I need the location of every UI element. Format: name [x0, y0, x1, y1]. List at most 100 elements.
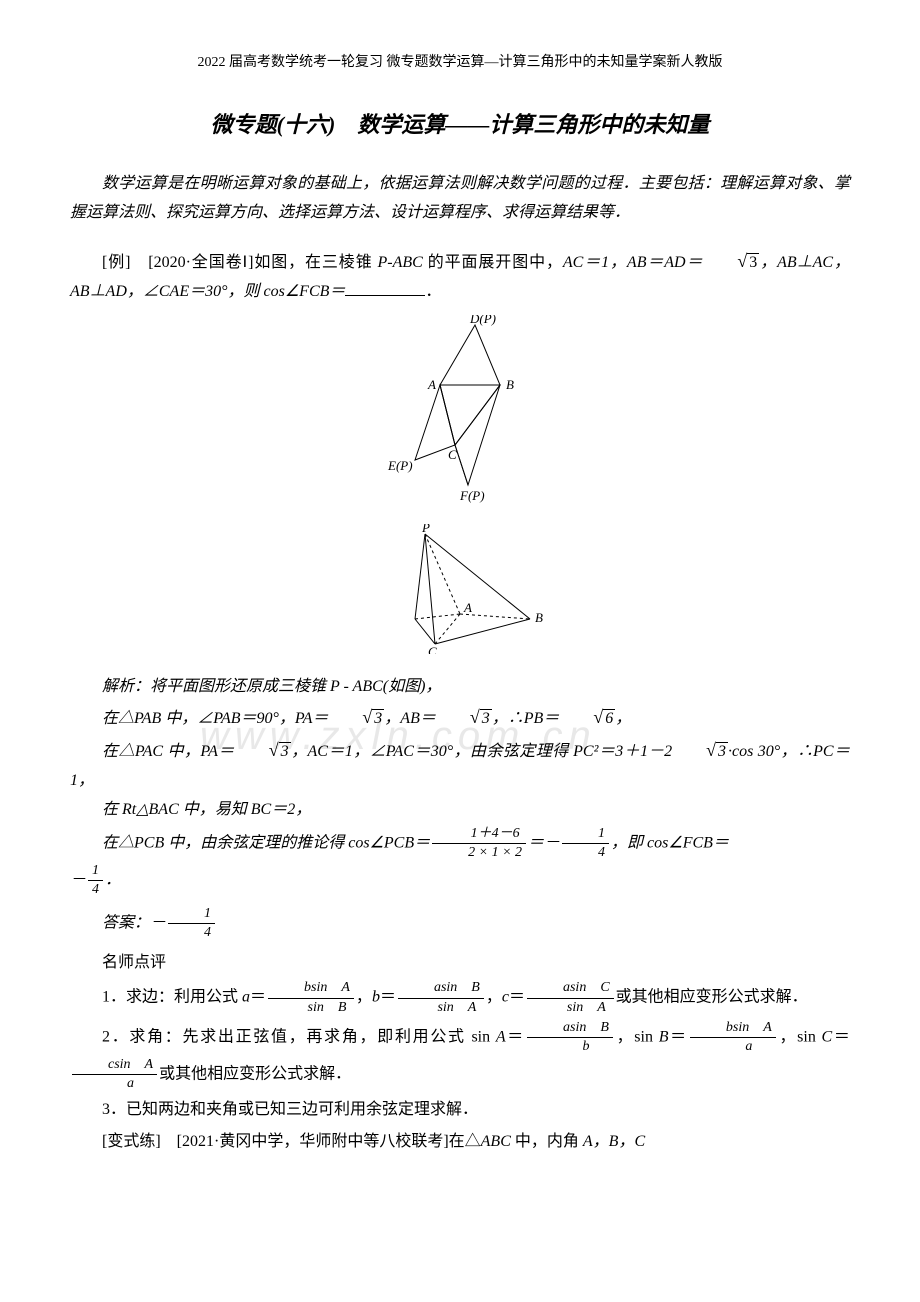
example-text2: 的平面展开图中， [423, 254, 563, 271]
r2-pre: 2．求角：先求出正弦值，再求角，即利用公式 sin [102, 1028, 496, 1045]
var-pabc: P-ABC [378, 254, 423, 271]
sqrt-val: 3 [716, 742, 728, 760]
sqrt-icon: 3 [436, 701, 492, 734]
fig2-label-a: A [463, 600, 472, 615]
r1-b: b [372, 989, 380, 1006]
sol3-mid: ，AC＝1，∠PAC＝30°，由余弦定理得 PC²＝3＋1－2 [291, 743, 673, 760]
fsA-num: asin B [527, 1019, 613, 1038]
r2-A: A [496, 1028, 506, 1045]
r2-eq3: ＝ [832, 1028, 850, 1045]
sol1-post: (如图)， [383, 678, 442, 695]
frac-a: bsin Asin B [268, 979, 354, 1016]
answer-blank [345, 280, 425, 296]
r1-c: c [502, 989, 509, 1006]
frac3-num: 1 [88, 862, 103, 881]
fsC-den: a [72, 1075, 157, 1093]
sqrt-val: 3 [480, 709, 492, 727]
frac1: 1＋4－62 × 1 × 2 [432, 825, 526, 862]
review-item2: 2．求角：先求出正弦值，再求角，即利用公式 sin A＝asin Bb，sin … [70, 1019, 850, 1094]
fig1-label-d: D(P) [469, 315, 496, 326]
review-title: 名师点评 [70, 949, 850, 978]
sol5-mid: ＝－ [528, 834, 560, 851]
sol3-pre: 在△PAC 中，PA＝ [102, 743, 235, 760]
fc-num: asin C [527, 979, 614, 998]
sqrt-val: 3 [279, 742, 291, 760]
frac3: 14 [88, 862, 103, 899]
sol6-pre: － [70, 871, 86, 888]
answer-line: 答案：－14 [70, 905, 850, 942]
fig1-label-f: F(P) [459, 488, 485, 503]
frac-sC: csin Aa [72, 1056, 157, 1093]
r1-eq3: ＝ [509, 989, 525, 1006]
r1-eq2: ＝ [380, 989, 396, 1006]
sqrt6-icon: 6 [559, 701, 615, 734]
r2-eq2: ＝ [668, 1028, 687, 1045]
solution-block: 解析：将平面图形还原成三棱锥 P - ABC(如图)， 在△PAB 中，∠PAB… [70, 673, 850, 900]
fig2-label-b: B [535, 610, 543, 625]
page-header: 2022 届高考数学统考一轮复习 微专题数学运算—计算三角形中的未知量学案新人教… [70, 50, 850, 75]
fig1-label-c: C [448, 447, 457, 462]
sqrt-icon: 3 [328, 701, 384, 734]
figure2-container: P A B C [70, 524, 850, 665]
sol-line2: 在△PAB 中，∠PAB＝90°，PA＝3，AB＝3，∴PB＝6， [70, 701, 850, 734]
fa-num: bsin A [268, 979, 354, 998]
fb-num: asin B [398, 979, 484, 998]
prac-label: [变式练] [2021·黄冈中学，华师附中等八校联考]在△ [102, 1133, 481, 1150]
ans-num: 1 [168, 905, 215, 924]
fig1-label-b: B [506, 377, 514, 392]
frac2: 14 [562, 825, 609, 862]
r1-a: a [242, 989, 250, 1006]
frac3-den: 4 [88, 881, 103, 899]
fa-den: sin B [268, 999, 354, 1017]
fig2-label-p: P [421, 524, 430, 535]
frac2-num: 1 [562, 825, 609, 844]
figure2-svg: P A B C [360, 524, 560, 654]
frac1-num: 1＋4－6 [432, 825, 526, 844]
sqrt-icon: 3 [672, 734, 728, 767]
sol1-var: P - ABC [330, 678, 383, 695]
r1-c1: ， [356, 989, 372, 1006]
frac2-den: 4 [562, 844, 609, 862]
sol2-pre: 在△PAB 中，∠PAB＝90°，PA＝ [102, 710, 328, 727]
r2-sinB: ，sin [615, 1028, 659, 1045]
sol-line1: 解析：将平面图形还原成三棱锥 P - ABC(如图)， [70, 673, 850, 702]
r1-pre: 1．求边：利用公式 [102, 989, 242, 1006]
ans-den: 4 [168, 924, 215, 942]
r1-end: 或其他相应变形公式求解． [616, 989, 808, 1006]
practice-text: [变式练] [2021·黄冈中学，华师附中等八校联考]在△ABC 中，内角 A，… [70, 1128, 850, 1157]
main-title: 微专题(十六) 数学运算——计算三角形中的未知量 [70, 105, 850, 145]
sol6-end: ． [105, 871, 121, 888]
example-label: [例] [2020·全国卷Ⅰ]如图，在三棱锥 [102, 254, 378, 271]
frac-b: asin Bsin A [398, 979, 484, 1016]
sqrt-val: 3 [372, 709, 384, 727]
frac-c: asin Csin A [527, 979, 614, 1016]
r2-B: B [659, 1028, 669, 1045]
fsA-den: b [527, 1038, 613, 1056]
r2-eq1: ＝ [506, 1028, 525, 1045]
sol5-pre: 在△PCB 中，由余弦定理的推论得 cos∠PCB＝ [102, 834, 430, 851]
sol2-end: ，∴PB＝ [492, 710, 560, 727]
r2-C: C [822, 1028, 833, 1045]
r1-eq1: ＝ [250, 989, 266, 1006]
sol-line5: 在△PCB 中，由余弦定理的推论得 cos∠PCB＝1＋4－62 × 1 × 2… [70, 825, 850, 862]
fsC-num: csin A [72, 1056, 157, 1075]
prac-tri: ABC [481, 1133, 511, 1150]
frac-sA: asin Bb [527, 1019, 613, 1056]
review-item3: 3．已知两边和夹角或已知三边可利用余弦定理求解． [70, 1096, 850, 1125]
fig1-label-a: A [427, 377, 436, 392]
fig2-label-c: C [428, 644, 437, 654]
r1-c2: ， [486, 989, 502, 1006]
fsB-den: a [690, 1038, 776, 1056]
sqrt3-icon: 3 [703, 245, 759, 278]
sol1-pre: 解析：将平面图形还原成三棱锥 [102, 678, 330, 695]
figure1-svg: D(P) A B C E(P) F(P) [360, 315, 560, 505]
figure1-container: D(P) A B C E(P) F(P) [70, 315, 850, 516]
fb-den: sin A [398, 999, 484, 1017]
prac-vars: A，B，C [583, 1133, 645, 1150]
example-text: [例] [2020·全国卷Ⅰ]如图，在三棱锥 P-ABC 的平面展开图中，AC＝… [70, 245, 850, 307]
fig1-label-e: E(P) [387, 458, 413, 473]
sqrt6-val: 6 [603, 709, 615, 727]
frac-sB: bsin Aa [690, 1019, 776, 1056]
answer-label: 答案：－ [102, 915, 166, 932]
fsB-num: bsin A [690, 1019, 776, 1038]
